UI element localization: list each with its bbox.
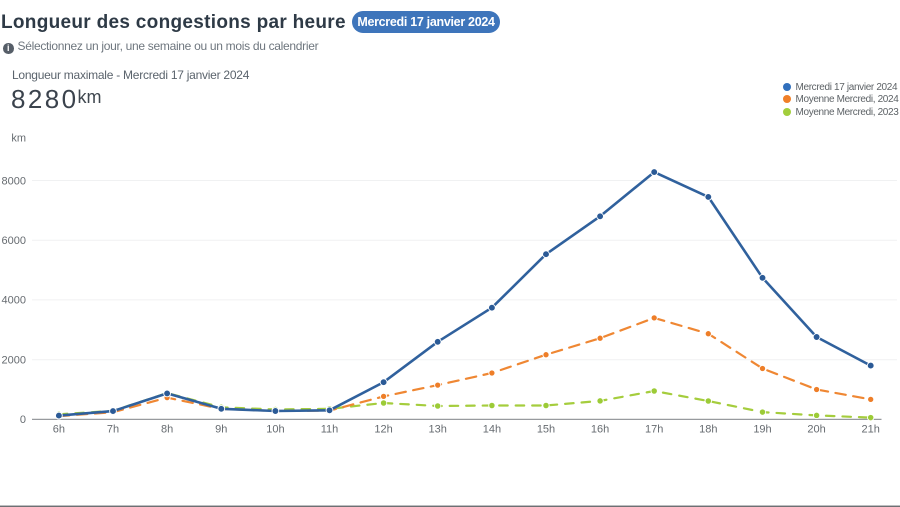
- svg-text:0: 0: [20, 414, 26, 426]
- svg-text:19h: 19h: [753, 424, 771, 436]
- svg-text:20h: 20h: [807, 424, 825, 436]
- svg-text:8000: 8000: [2, 175, 26, 187]
- svg-text:13h: 13h: [429, 424, 447, 436]
- svg-text:16h: 16h: [591, 424, 609, 436]
- svg-text:9h: 9h: [215, 424, 227, 436]
- svg-text:km: km: [11, 133, 26, 145]
- svg-text:10h: 10h: [266, 424, 284, 436]
- svg-text:11h: 11h: [321, 424, 339, 436]
- svg-text:6000: 6000: [2, 235, 26, 247]
- svg-text:2000: 2000: [2, 355, 26, 367]
- svg-text:12h: 12h: [374, 424, 392, 436]
- svg-text:6h: 6h: [53, 424, 65, 436]
- svg-text:18h: 18h: [699, 424, 717, 436]
- svg-text:4000: 4000: [2, 295, 26, 307]
- svg-text:7h: 7h: [107, 424, 119, 436]
- svg-text:21h: 21h: [862, 424, 880, 436]
- svg-text:8h: 8h: [161, 424, 173, 436]
- svg-text:14h: 14h: [483, 424, 501, 436]
- svg-text:15h: 15h: [537, 424, 555, 436]
- svg-text:17h: 17h: [645, 424, 663, 436]
